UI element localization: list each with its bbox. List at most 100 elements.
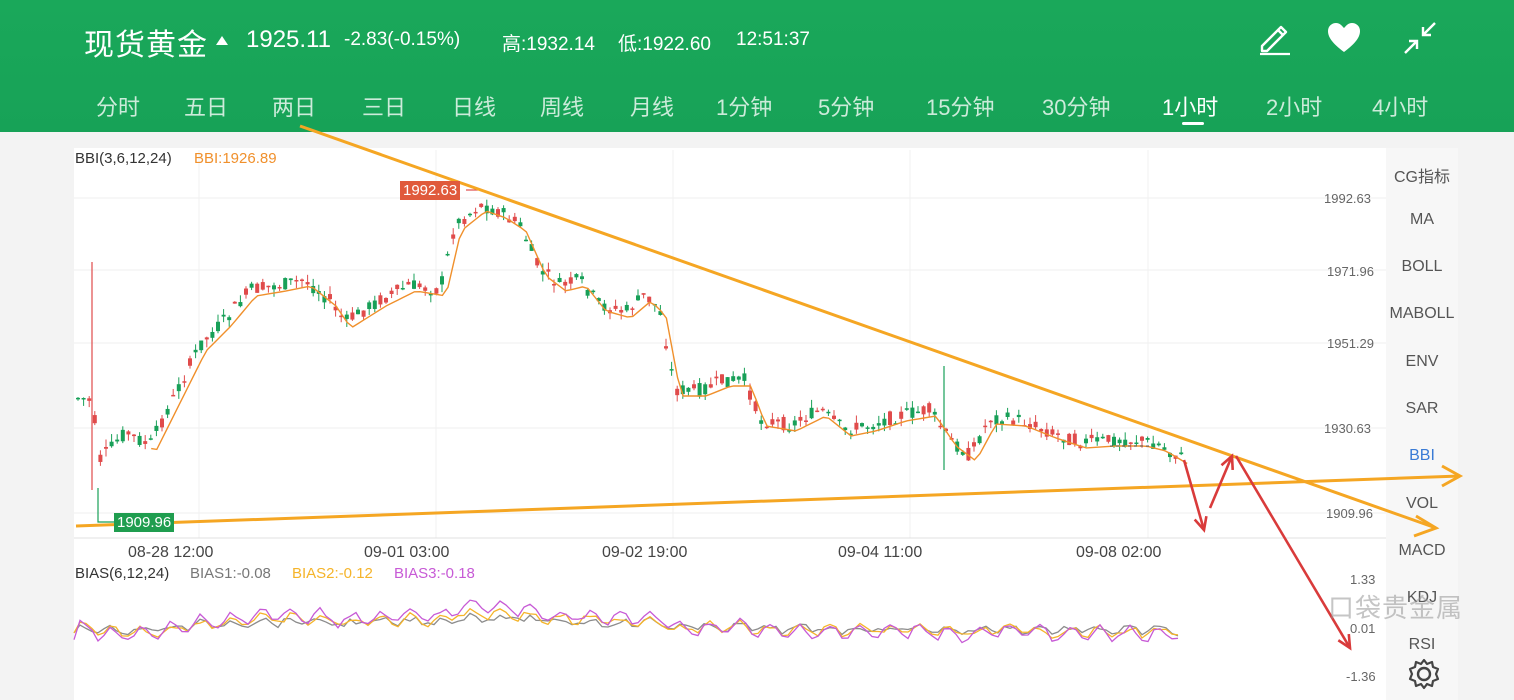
current-price: 1925.11 (246, 26, 331, 53)
support-trendline (75, 474, 1461, 528)
tab-30min[interactable]: 30分钟 (1042, 95, 1111, 120)
candle-body (753, 401, 758, 412)
candle-body (1000, 421, 1004, 425)
candle-body (165, 408, 170, 415)
candle-body (860, 423, 864, 427)
bbi-value: BBI:1926.89 (194, 150, 277, 167)
candle-body (1072, 433, 1077, 445)
side-item-rsi[interactable]: RSI (1408, 636, 1436, 653)
candle-body (182, 381, 187, 383)
side-item-kdj[interactable]: KDJ (1406, 589, 1438, 606)
candle-body (574, 274, 579, 278)
instrument-name[interactable]: 现货黄金 (84, 29, 208, 62)
side-item-maboll[interactable]: MABOLL (1389, 305, 1455, 322)
candle-body (199, 340, 204, 351)
candle-body (322, 296, 327, 303)
candle-body (977, 436, 982, 444)
side-item-env[interactable]: ENV (1405, 353, 1439, 370)
candle-body (641, 293, 646, 295)
edit-icon[interactable] (1254, 18, 1294, 58)
candle-body (736, 376, 741, 380)
header-bar: 现货黄金 1925.11 -2.83(-0.15%) 高:1932.14 低:1… (0, 0, 1514, 132)
forecast-arrow-head (1193, 515, 1208, 533)
candle-body (484, 205, 489, 214)
trendline-arrowhead (1441, 464, 1464, 488)
candle-body (809, 407, 814, 419)
tab-daily[interactable]: 日线 (452, 95, 497, 120)
bias3-line (73, 599, 1179, 644)
price-axis-label: 1930.63 (1324, 421, 1371, 436)
tab-1min[interactable]: 1分钟 (716, 95, 773, 120)
tab-monthly[interactable]: 月线 (630, 95, 675, 120)
candle-body (921, 406, 926, 415)
candle-body (496, 209, 500, 217)
candle-body (804, 420, 808, 422)
tab-4hour[interactable]: 4小时 (1372, 95, 1429, 120)
candle-body (720, 374, 724, 384)
side-item-ma[interactable]: MA (1410, 211, 1434, 228)
candle-body (305, 282, 310, 285)
candle-body (535, 258, 540, 266)
bbi-line (151, 210, 1188, 465)
chart-panel[interactable] (74, 148, 1386, 700)
tab-two-day[interactable]: 两日 (272, 95, 317, 120)
candle-body (630, 308, 635, 310)
tab-five-day[interactable]: 五日 (184, 95, 229, 120)
candle-body (1128, 442, 1133, 444)
candle-body (1134, 442, 1139, 445)
tab-5min[interactable]: 5分钟 (818, 95, 875, 120)
candle-body (552, 284, 556, 286)
candle-body (109, 441, 114, 447)
candle-body (328, 294, 332, 300)
candle-body (283, 278, 288, 290)
candle-body (876, 423, 881, 426)
date-axis-label: 08-28 12:00 (128, 544, 214, 561)
candle-body (204, 337, 209, 340)
side-item-boll[interactable]: BOLL (1401, 258, 1443, 275)
candle-body (344, 314, 349, 320)
tab-fenshi[interactable]: 分时 (96, 95, 141, 120)
side-item-vol[interactable]: VOL (1405, 495, 1438, 512)
tab-15min[interactable]: 15分钟 (926, 95, 995, 120)
candle-body (1028, 424, 1032, 429)
candle-body (1117, 439, 1122, 444)
candle-body (98, 454, 103, 462)
side-item-sar[interactable]: SAR (1405, 400, 1439, 417)
candle-body (994, 415, 999, 425)
candle-body (882, 418, 887, 426)
candle-body (232, 301, 237, 304)
heart-icon[interactable] (1324, 18, 1364, 58)
candle-body (244, 288, 248, 295)
candle-body (546, 269, 551, 272)
candle-body (238, 302, 243, 307)
candle-body (81, 398, 86, 400)
candle-body (87, 398, 92, 401)
collapse-icon[interactable] (1400, 18, 1440, 58)
forecast-arrow (1234, 455, 1352, 649)
side-item-bbi[interactable]: BBI (1409, 447, 1435, 464)
tab-three-day[interactable]: 三日 (362, 95, 407, 120)
dropdown-caret-icon[interactable] (216, 36, 228, 45)
tab-1hour[interactable]: 1小时 (1162, 95, 1219, 120)
tab-weekly[interactable]: 周线 (540, 95, 585, 120)
candle-body (1084, 438, 1088, 444)
resistance-trendline (299, 124, 1437, 530)
candle-body (636, 295, 640, 301)
candle-body (378, 295, 383, 305)
candle-body (1112, 436, 1116, 447)
gear-icon[interactable] (1404, 654, 1444, 694)
side-item-cg[interactable]: CG指标 (1393, 169, 1450, 186)
candle-body (563, 281, 568, 286)
candle-body (311, 285, 316, 294)
title-row: 现货黄金 1925.11 -2.83(-0.15%) 高:1932.14 低:1… (0, 0, 1514, 80)
candle-body (1168, 452, 1172, 458)
candle-body (137, 435, 142, 445)
candle-body (759, 420, 764, 424)
tab-2hour[interactable]: 2小时 (1266, 95, 1323, 120)
candle-body (126, 431, 131, 435)
side-item-macd[interactable]: MACD (1398, 542, 1446, 559)
candle-body (686, 387, 691, 392)
candle-body (512, 216, 517, 222)
low-marker-line (97, 488, 114, 523)
